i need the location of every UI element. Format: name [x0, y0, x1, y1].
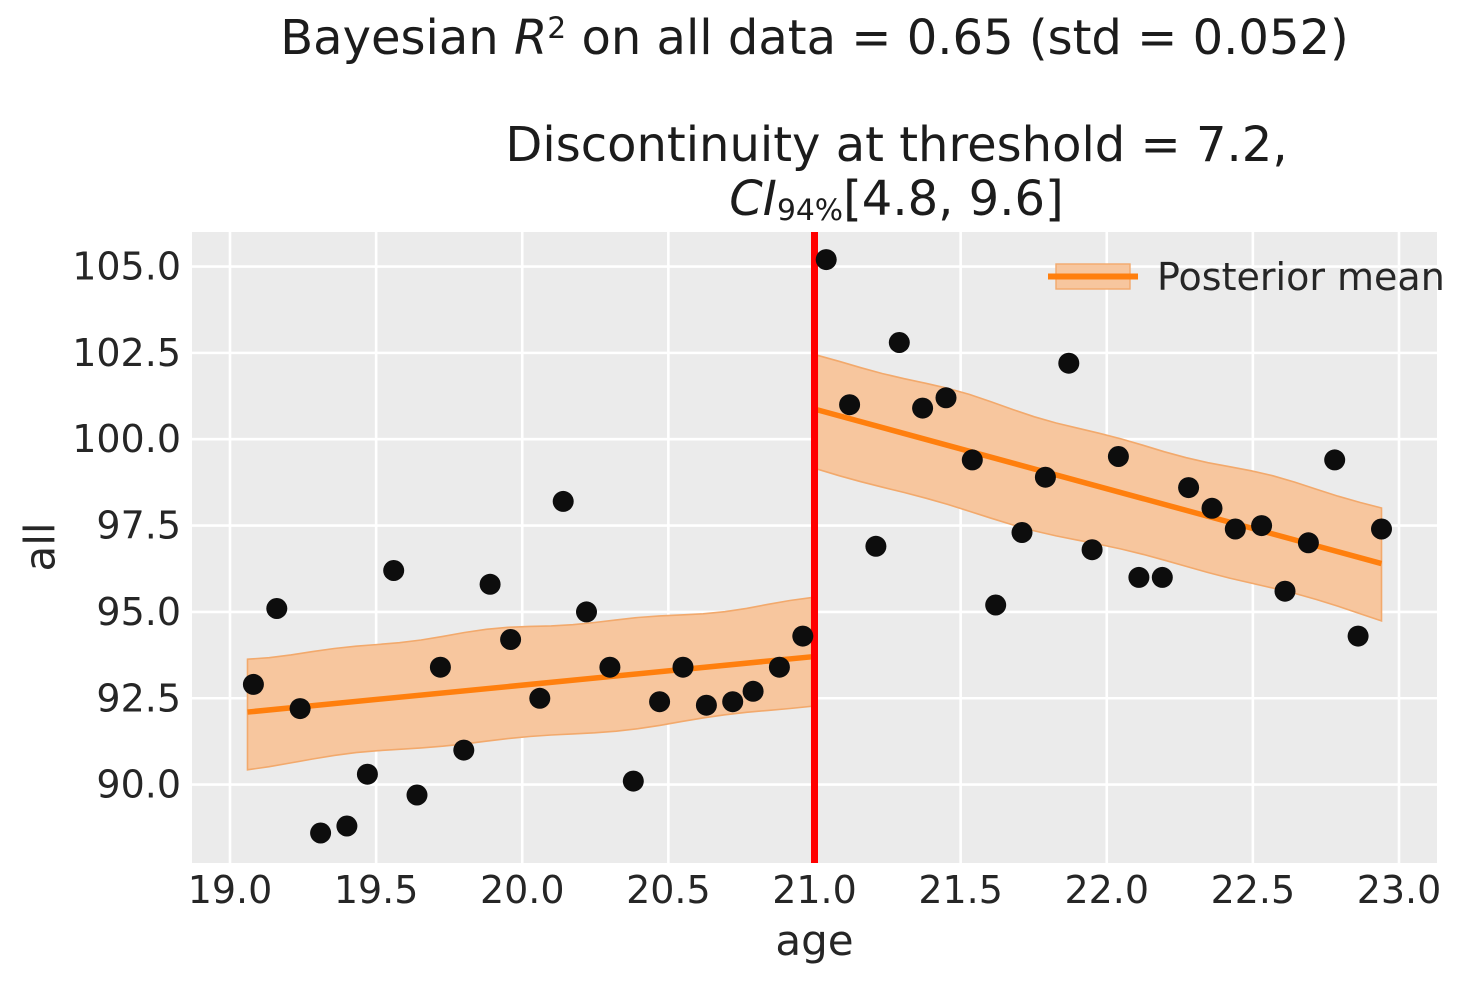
data-point [1347, 625, 1369, 647]
legend-label: Posterior mean [1157, 255, 1445, 299]
data-point [1128, 566, 1150, 588]
data-point [453, 739, 475, 761]
x-tick-label: 20.5 [626, 868, 711, 912]
data-point [1034, 466, 1056, 488]
data-point [336, 815, 358, 837]
data-point [935, 387, 957, 409]
x-tick-label: 22.0 [1064, 868, 1149, 912]
data-point [695, 694, 717, 716]
data-point [865, 535, 887, 557]
data-point [985, 594, 1007, 616]
data-point [1297, 532, 1319, 554]
x-tick-label: 19.5 [334, 868, 419, 912]
data-point [649, 691, 671, 713]
axes-title-line2: CI94%[4.8, 9.6] [274, 172, 1463, 233]
data-point [961, 449, 983, 471]
figure-title-pre: Bayesian [280, 10, 514, 66]
posterior-mean-line [247, 654, 812, 715]
data-point [888, 332, 910, 353]
data-point [815, 249, 837, 271]
data-point [1324, 449, 1346, 471]
data-point [1178, 477, 1200, 499]
data-point [1274, 580, 1296, 602]
x-tick-label: 21.5 [918, 868, 1003, 912]
data-point [529, 687, 551, 709]
data-point [768, 656, 790, 678]
data-point [1107, 446, 1129, 467]
y-tick-label: 100.0 [72, 417, 181, 461]
y-axis-label: all [15, 522, 65, 572]
x-tick-label: 20.0 [480, 868, 565, 912]
data-point [429, 656, 451, 678]
x-tick-label: 19.0 [188, 868, 273, 912]
data-point [552, 490, 574, 512]
data-point [912, 397, 934, 419]
data-point [839, 394, 861, 416]
posterior-mean-line [816, 407, 1383, 567]
data-point [792, 625, 814, 647]
data-point [1011, 522, 1033, 543]
y-tick-label: 105.0 [72, 245, 181, 289]
data-point [1151, 566, 1173, 588]
axes-title: Discontinuity at threshold = 7.2, CI94%[… [274, 118, 1463, 233]
figure-title-post: on all data = 0.65 (std = 0.052) [566, 10, 1349, 66]
data-point [1058, 352, 1080, 374]
axes-title-interval: [4.8, 9.6] [843, 171, 1064, 227]
data-point [622, 770, 644, 792]
data-point [406, 784, 428, 806]
data-point [672, 656, 694, 678]
axes-title-ci: CI [729, 171, 777, 227]
y-tick-label: 92.5 [96, 676, 181, 720]
data-point [576, 601, 597, 623]
y-tick-label: 90.0 [96, 763, 181, 807]
data-point [383, 560, 405, 581]
y-tick-label: 102.5 [72, 331, 181, 375]
x-tick-label: 21.0 [772, 868, 857, 912]
axes-title-ci-sub: 94% [776, 193, 844, 229]
data-point [310, 822, 332, 844]
figure-title: Bayesian R2 on all data = 0.65 (std = 0.… [192, 12, 1437, 65]
data-point [1371, 518, 1392, 540]
figure-title-sup: 2 [547, 10, 567, 46]
data-point [1224, 518, 1246, 540]
y-tick-label: 95.0 [96, 590, 181, 634]
data-point [1251, 515, 1273, 537]
data-point [289, 698, 311, 720]
data-point [266, 598, 288, 619]
data-point [599, 656, 621, 678]
axes-title-line1: Discontinuity at threshold = 7.2, [505, 117, 1288, 173]
y-tick-label: 97.5 [96, 504, 181, 548]
data-point [356, 763, 378, 785]
data-point [1201, 497, 1223, 519]
figure-title-var: R [513, 10, 548, 66]
data-point [242, 673, 264, 695]
data-point [722, 691, 744, 713]
data-point [1081, 539, 1103, 561]
x-tick-label: 22.5 [1211, 868, 1296, 912]
data-point [500, 629, 522, 650]
data-point [742, 680, 764, 702]
x-tick-label: 23.0 [1357, 868, 1442, 912]
x-axis-label: age [775, 916, 854, 965]
data-point [479, 573, 501, 595]
